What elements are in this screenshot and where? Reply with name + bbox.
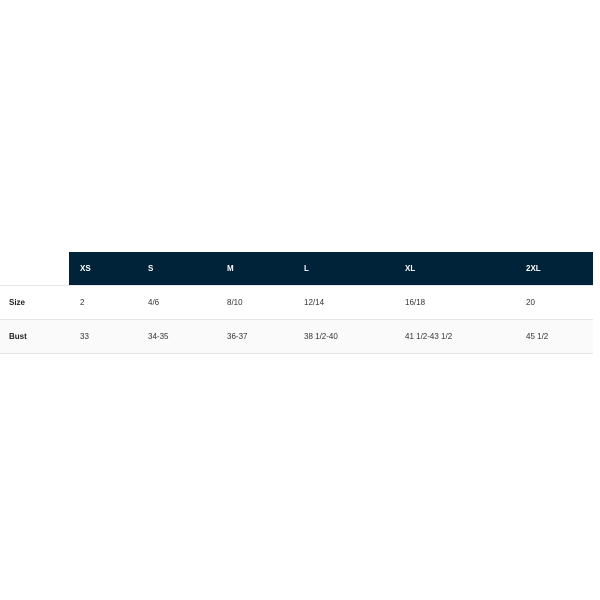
table-cell: 34-35 [148, 332, 169, 341]
row-label: Size [9, 298, 26, 307]
size-chart-table: XS S M L XL 2XL Size 2 4/6 8/10 12/14 16… [0, 252, 593, 354]
table-cell: 45 1/2 [526, 332, 549, 341]
column-header: XS [69, 252, 137, 286]
table-row: Size 2 4/6 8/10 12/14 16/18 20 [0, 285, 593, 320]
table-cell: 36-37 [227, 332, 248, 341]
table-cell: 38 1/2-40 [304, 332, 338, 341]
column-header: L [293, 252, 394, 286]
row-label: Bust [9, 332, 27, 341]
table-cell: 41 1/2-43 1/2 [405, 332, 453, 341]
table-cell: 2 [80, 298, 85, 307]
corner-cell [0, 252, 69, 286]
table-row: Bust 33 34-35 36-37 38 1/2-40 41 1/2-43 … [0, 319, 593, 354]
table-cell: 20 [526, 298, 535, 307]
table-cell: 12/14 [304, 298, 325, 307]
column-header: 2XL [515, 252, 593, 286]
column-header: S [137, 252, 216, 286]
column-header: M [216, 252, 293, 286]
table-cell: 16/18 [405, 298, 426, 307]
table-cell: 4/6 [148, 298, 160, 307]
header-row: XS S M L XL 2XL [0, 252, 593, 286]
table-cell: 33 [80, 332, 89, 341]
column-header: XL [394, 252, 515, 286]
table-cell: 8/10 [227, 298, 243, 307]
